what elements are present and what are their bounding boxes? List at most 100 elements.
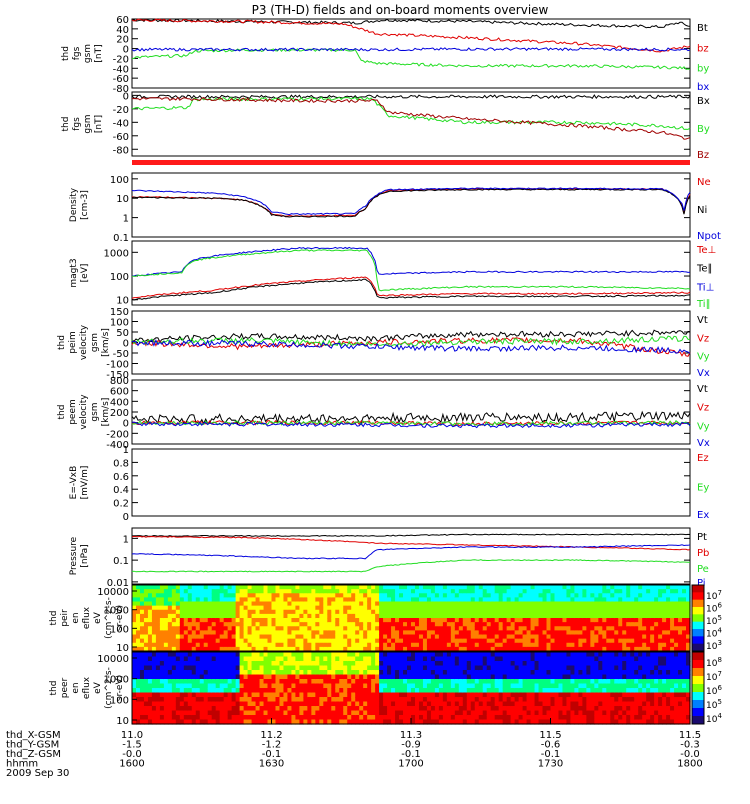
spectrogram-cell xyxy=(211,618,217,623)
spectrogram-cell xyxy=(139,670,145,676)
spectrogram-cell xyxy=(191,634,197,640)
spectrogram-cell xyxy=(426,692,432,698)
spectrogram-cell xyxy=(462,683,468,689)
spectrogram-cell xyxy=(430,665,436,671)
spectrogram-cell xyxy=(438,665,444,671)
spectrogram-cell xyxy=(510,585,516,590)
spectrogram-cell xyxy=(299,656,304,662)
spectrogram-cell xyxy=(650,665,655,671)
series-line-Ni xyxy=(131,188,691,218)
spectrogram-cell xyxy=(678,597,683,603)
spectrogram-cell xyxy=(387,630,392,636)
spectrogram-cell xyxy=(434,661,440,667)
spectrogram-cell xyxy=(434,706,440,712)
spectrogram-cell xyxy=(658,613,663,619)
spectrogram-cell xyxy=(167,670,173,676)
spectrogram-cell xyxy=(155,701,161,707)
spectrogram-cell xyxy=(363,719,368,725)
spectrogram-cell xyxy=(502,719,508,725)
spectrogram-cell xyxy=(307,701,312,707)
spectrogram-cell xyxy=(327,626,332,631)
spectrogram-cell xyxy=(646,642,651,648)
spectrogram-cell xyxy=(307,670,312,676)
spectrogram-cell xyxy=(307,679,312,685)
spectrogram-cell xyxy=(562,601,568,607)
spectrogram-cell xyxy=(199,597,205,603)
spectrogram-cell xyxy=(379,609,384,615)
spectrogram-cell xyxy=(219,642,225,648)
spectrogram-cell xyxy=(175,638,181,644)
y-tick-label: 0.2 xyxy=(113,499,129,510)
spectrogram-cell xyxy=(195,618,201,623)
spectrogram-cell xyxy=(351,683,356,689)
panel-frame xyxy=(131,448,691,517)
spectrogram-cell xyxy=(263,688,269,694)
spectrogram-cell xyxy=(151,670,157,676)
spectrogram-cell xyxy=(132,605,137,611)
spectrogram-cell xyxy=(526,613,532,619)
spectrogram-cell xyxy=(682,601,687,607)
spectrogram-cell xyxy=(578,665,583,671)
spectrogram-cell xyxy=(215,683,221,689)
spectrogram-cell xyxy=(311,692,316,698)
spectrogram-cell xyxy=(534,692,540,698)
spectrogram-cell xyxy=(462,697,468,703)
spectrogram-cell xyxy=(171,634,177,640)
spectrogram-cell xyxy=(662,688,667,694)
spectrogram-cell xyxy=(163,670,169,676)
legend-entry: Vy xyxy=(697,421,710,432)
spectrogram-cell xyxy=(510,661,516,667)
spectrogram-cell xyxy=(271,589,277,594)
spectrogram-cell xyxy=(151,642,157,648)
spectrogram-cell xyxy=(207,715,213,721)
series-line-Bt xyxy=(131,18,691,29)
spectrogram-cell xyxy=(311,622,316,627)
spectrogram-cell xyxy=(175,688,181,694)
spectrogram-cell xyxy=(399,661,404,667)
spectrogram-cell xyxy=(430,609,436,615)
spectrogram-cell xyxy=(271,692,277,698)
spectrogram-cell xyxy=(151,609,157,615)
spectrogram-cell xyxy=(343,626,348,631)
spectrogram-cell xyxy=(454,609,460,615)
spectrogram-cell xyxy=(442,642,448,648)
spectrogram-cell xyxy=(522,656,528,662)
spectrogram-cell xyxy=(311,670,316,676)
spectrogram-cell xyxy=(191,710,197,716)
spectrogram-cell xyxy=(598,692,603,698)
spectrogram-cell xyxy=(147,715,153,721)
spectrogram-cell xyxy=(199,642,205,648)
spectrogram-cell xyxy=(231,609,237,615)
spectrogram-cell xyxy=(159,719,165,725)
spectrogram-cell xyxy=(530,634,536,640)
spectrogram-cell xyxy=(486,701,492,707)
spectrogram-cell xyxy=(243,638,249,644)
spectrogram-cell xyxy=(407,638,412,644)
spectrogram-cell xyxy=(343,593,348,598)
spectrogram-cell xyxy=(363,652,368,658)
spectrogram-cell xyxy=(458,710,464,716)
spectrogram-cell xyxy=(319,613,324,619)
spectrogram-cell xyxy=(490,622,496,627)
spectrogram-cell xyxy=(207,710,213,716)
spectrogram-cell xyxy=(219,630,225,636)
spectrogram-cell xyxy=(574,665,579,671)
spectrogram-cell xyxy=(590,656,595,662)
spectrogram-cell xyxy=(199,697,205,703)
spectrogram-cell xyxy=(654,679,659,685)
spectrogram-cell xyxy=(478,642,484,648)
spectrogram-cell xyxy=(662,665,667,671)
spectrogram-cell xyxy=(610,622,615,627)
spectrogram-cell xyxy=(319,715,324,721)
spectrogram-cell xyxy=(335,656,340,662)
spectrogram-cell xyxy=(319,692,324,698)
y-tick-label: 10 xyxy=(116,643,129,654)
spectrogram-cell xyxy=(135,679,141,685)
spectrogram-cell xyxy=(175,589,181,594)
spectrogram-cell xyxy=(430,605,436,611)
spectrogram-cell xyxy=(646,585,651,590)
spectrogram-cell xyxy=(183,634,189,640)
spectrogram-cell xyxy=(430,630,436,636)
spectrogram-cell xyxy=(375,630,380,636)
spectrogram-cell xyxy=(626,706,631,712)
